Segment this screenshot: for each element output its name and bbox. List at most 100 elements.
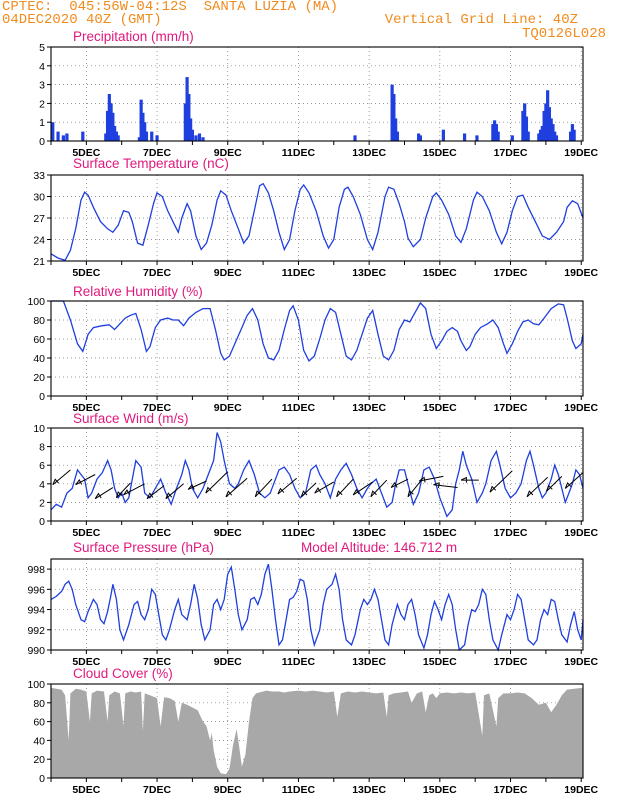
wind-arrow	[300, 482, 317, 498]
wind-arrow	[225, 477, 248, 498]
wind-arrow-head	[460, 476, 467, 483]
pressure-xtick-label: 11DEC	[282, 656, 316, 668]
precip-bar	[392, 94, 396, 141]
pressure-title: Surface Pressure (hPa)	[73, 540, 214, 555]
precip-frame	[50, 46, 584, 142]
wind-xtick-label: 13DEC	[352, 527, 386, 539]
wind-arrow	[94, 487, 114, 500]
wind-arrow-head	[526, 490, 534, 497]
humidity-ytick-label: 60	[33, 334, 45, 346]
precip-bar	[546, 90, 550, 141]
pressure-frame	[50, 558, 584, 651]
precip-bar	[475, 135, 479, 141]
wind-arrow-head	[546, 484, 553, 492]
wind-ytick-label: 10	[33, 423, 45, 435]
wind-arrow-head	[336, 490, 343, 497]
precip-bar	[56, 131, 60, 141]
humidity-xtick-label: 13DEC	[352, 402, 386, 414]
wind-arrow	[52, 469, 71, 486]
temp-xtick-label: 17DEC	[494, 267, 528, 279]
wind-ytick-label: 6	[39, 460, 45, 472]
header-location: CPTEC: 045:56W-04:12S SANTA LUZIA (MA)	[2, 0, 339, 15]
precip-bar	[441, 129, 445, 141]
wind-arrow-head	[52, 478, 59, 485]
precip-bar	[394, 118, 398, 141]
temp-xtick-label: 15DEC	[423, 267, 457, 279]
humidity-xtick-label: 17DEC	[494, 402, 528, 414]
temp-ytick-label: 24	[33, 235, 45, 247]
humidity-xtick-label: 9DEC	[214, 402, 242, 414]
precip-bar	[81, 131, 85, 141]
cloud-ytick-label: 0	[39, 773, 45, 785]
precip-ytick-label: 2	[39, 98, 45, 110]
wind-arrow	[526, 476, 548, 498]
precip-bar	[109, 103, 113, 141]
precip-bar	[537, 133, 541, 141]
wind-arrow	[254, 478, 273, 498]
cloud-ytick-label: 100	[27, 679, 45, 691]
wind-arrow-head	[75, 478, 83, 486]
temp-line	[50, 182, 584, 262]
humidity-ytick-label: 40	[33, 353, 45, 365]
wind-arrow	[165, 483, 184, 500]
precip-bar	[538, 129, 543, 141]
pressure-ytick-label: 998	[27, 564, 45, 576]
pressure-ytick-label: 992	[27, 625, 45, 637]
precip-bar	[491, 124, 495, 141]
precip-xtick-label: 15DEC	[423, 147, 457, 159]
humidity-xtick-label: 19DEC	[564, 402, 598, 414]
humidity-xtick-label: 5DEC	[72, 402, 100, 414]
humidity-ytick-label: 80	[33, 315, 45, 327]
wind-arrow-head	[433, 482, 440, 488]
precip-bar	[141, 112, 145, 141]
pressure-xtick-label: 5DEC	[72, 656, 100, 668]
precip-bar	[569, 131, 573, 141]
wind-xtick-label: 5DEC	[72, 527, 100, 539]
precip-bar	[51, 122, 55, 141]
wind-arrow-head	[352, 488, 360, 496]
cloud-ytick-label: 60	[33, 717, 45, 729]
temp-title: Surface Temperature (nC)	[73, 156, 229, 171]
precip-xtick-label: 7DEC	[143, 147, 171, 159]
humidity-xtick-label: 11DEC	[282, 402, 316, 414]
precip-bar	[194, 135, 198, 141]
cloud-xtick-label: 15DEC	[423, 784, 457, 796]
precip-bar	[418, 135, 422, 141]
humidity-xtick-label: 7DEC	[143, 402, 171, 414]
precip-ytick-label: 3	[39, 80, 45, 92]
precip-bar	[540, 125, 544, 141]
wind-arrow-head	[165, 492, 173, 499]
wind-arrow	[123, 483, 145, 496]
precip-bar	[197, 133, 202, 141]
cloud-ytick-label: 20	[33, 754, 45, 766]
header-code: TQ0126L028	[521, 26, 606, 42]
precip-bar	[526, 131, 530, 141]
wind-arrow	[75, 474, 96, 486]
pressure-line	[50, 563, 584, 652]
wind-arrow	[277, 477, 297, 495]
temp-xtick-label: 11DEC	[282, 267, 316, 279]
wind-arrow	[489, 470, 513, 493]
precip-bar	[510, 135, 514, 141]
wind-xtick-label: 17DEC	[494, 527, 528, 539]
wind-ytick-label: 8	[39, 442, 45, 454]
cloud-xtick-label: 19DEC	[564, 784, 598, 796]
precip-bar	[494, 124, 498, 141]
precip-bar	[390, 84, 394, 141]
precip-bar	[547, 107, 552, 141]
header-date: 04DEC2020 40Z (GMT)	[2, 12, 162, 28]
cloud-area	[51, 687, 583, 778]
wind-arrow	[146, 485, 165, 500]
precip-bar	[105, 110, 110, 141]
wind-arrow	[336, 478, 354, 498]
precip-ytick-label: 0	[39, 136, 45, 148]
wind-arrow	[370, 479, 388, 498]
wind-arrow	[352, 481, 373, 496]
cloud-xtick-label: 5DEC	[72, 784, 100, 796]
precip-bar	[521, 110, 525, 141]
wind-arrow	[419, 475, 444, 482]
wind-arrow	[187, 480, 207, 490]
cloud-xtick-label: 9DEC	[214, 784, 242, 796]
cloud-title: Cloud Cover (%)	[73, 666, 173, 681]
cloud-xtick-label: 17DEC	[494, 784, 528, 796]
